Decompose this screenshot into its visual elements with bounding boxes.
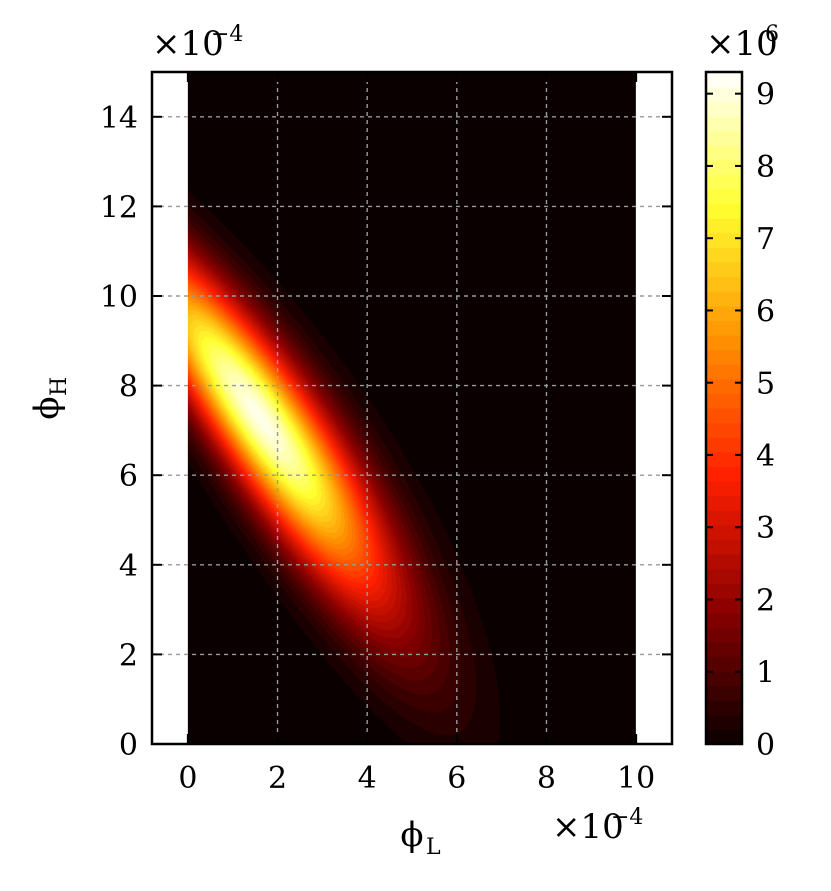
x-tick-label: 10: [617, 761, 655, 796]
colorbar-multiplier-base: ×10: [706, 24, 778, 64]
colorbar-tick-label: 4: [756, 439, 775, 474]
colorbar-band: [706, 437, 742, 453]
y-multiplier-base: ×10: [152, 24, 224, 64]
colorbar-tick-label: 5: [756, 367, 775, 402]
colorbar-band: [706, 627, 742, 643]
colorbar-tick-label: 6: [756, 294, 775, 329]
y-axis-label-sub: H: [47, 377, 72, 396]
colorbar-multiplier: ×106: [706, 22, 779, 64]
colorbar-tick-label: 3: [756, 511, 775, 546]
y-tick-label: 0: [119, 728, 138, 763]
y-tick-label: 8: [119, 370, 138, 405]
colorbar-band: [706, 583, 742, 599]
colorbar-band: [706, 510, 742, 526]
colorbar-band: [706, 378, 742, 394]
colorbar-band: [706, 422, 742, 438]
colorbar-band: [706, 700, 742, 716]
colorbar-tick-label: 2: [756, 583, 775, 618]
colorbar-band: [706, 247, 742, 263]
colorbar-band: [706, 101, 742, 117]
y-tick-label: 2: [119, 638, 138, 673]
colorbar-band: [706, 495, 742, 511]
colorbar-band: [706, 145, 742, 161]
colorbar-band: [706, 261, 742, 278]
colorbar-band: [706, 72, 742, 88]
colorbar-band: [706, 349, 742, 365]
colorbar-band: [706, 364, 742, 380]
colorbar-tick-label: 1: [756, 656, 775, 691]
x-tick-label: 4: [358, 761, 377, 796]
colorbar-tick-label: 7: [756, 222, 775, 257]
colorbar-band: [706, 276, 742, 292]
colorbar-band: [706, 597, 742, 614]
colorbar-band: [706, 554, 742, 570]
colorbar-band: [706, 524, 742, 541]
colorbar-band: [706, 203, 742, 219]
colorbar-band: [706, 188, 742, 205]
colorbar-band: [706, 539, 742, 555]
colorbar-band: [706, 305, 742, 321]
y-multiplier: ×10−4: [152, 22, 243, 64]
colorbar-band: [706, 86, 742, 102]
colorbar-band: [706, 320, 742, 336]
colorbar-band: [706, 130, 742, 146]
y-tick-label: 12: [100, 190, 138, 225]
x-tick-label: 0: [178, 761, 197, 796]
x-multiplier-base: ×10: [552, 807, 624, 847]
y-axis-label-group: ϕH: [27, 377, 72, 420]
colorbar-frame: [704, 70, 744, 746]
colorbar-band: [706, 466, 742, 482]
x-tick-label: 2: [268, 761, 287, 796]
colorbar-tick-label: 9: [756, 78, 775, 113]
x-axis-label: ϕ: [400, 815, 423, 855]
colorbar-band: [706, 393, 742, 409]
heatmap-image: [187, 72, 636, 744]
y-tick-label: 4: [119, 549, 138, 584]
x-tick-label: 8: [537, 761, 556, 796]
x-axis-label-sub: L: [426, 835, 441, 860]
colorbar-band: [706, 656, 742, 672]
colorbar-band: [706, 115, 742, 132]
y-tick-label: 6: [119, 459, 138, 494]
plot-frame: [150, 70, 674, 746]
y-axis-label: ϕ: [27, 396, 67, 419]
colorbar-band: [706, 685, 742, 701]
colorbar-band: [706, 670, 742, 687]
colorbar-band: [706, 641, 742, 657]
colorbar-band: [706, 218, 742, 234]
colorbar-band: [706, 159, 742, 175]
x-tick-label: 6: [447, 761, 466, 796]
colorbar-band: [706, 714, 742, 730]
colorbar: 0 1 2 3 4 5 6 7 8 9: [704, 70, 775, 763]
colorbar-band: [706, 451, 742, 468]
y-tick-label: 10: [100, 280, 138, 315]
colorbar-band: [706, 408, 742, 424]
colorbar-band: [706, 334, 742, 351]
colorbar-band: [706, 612, 742, 628]
colorbar-tick-label: 0: [756, 728, 775, 763]
colorbar-band: [706, 481, 742, 497]
colorbar-band: [706, 174, 742, 190]
colorbar-band: [706, 291, 742, 307]
y-multiplier-exp: −4: [211, 22, 243, 47]
colorbar-band: [706, 729, 742, 745]
colorbar-band: [706, 568, 742, 584]
colorbar-multiplier-exp: 6: [765, 22, 779, 47]
y-tick-label: 14: [100, 101, 138, 136]
colorbar-band: [706, 232, 742, 248]
x-multiplier-exp: −4: [611, 805, 643, 830]
colorbar-tick-label: 8: [756, 150, 775, 185]
x-multiplier: ×10−4: [552, 805, 643, 847]
